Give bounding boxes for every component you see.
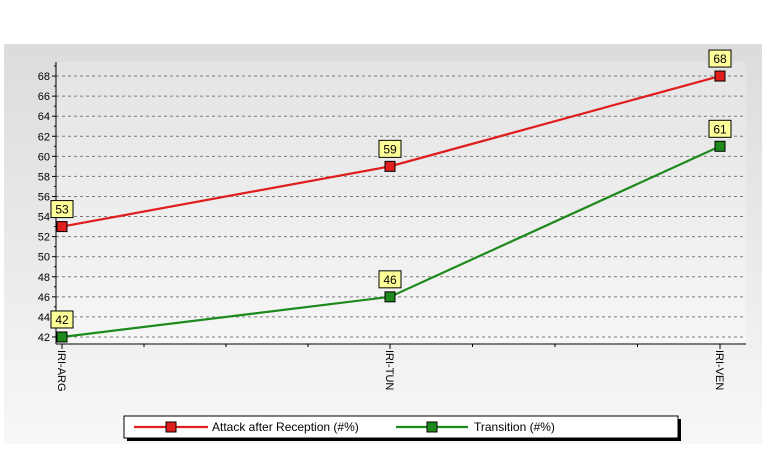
legend-swatch-marker <box>426 421 438 433</box>
y-tick-label: 46 <box>38 292 50 304</box>
data-label: 59 <box>383 142 397 156</box>
data-label-box <box>378 139 402 158</box>
series-lines <box>56 70 726 343</box>
y-tick-label: 64 <box>38 111 50 123</box>
x-category-label: IRI-ARG <box>55 350 67 392</box>
y-tick-label: 48 <box>38 272 50 284</box>
legend: Attack after Reception (#%) Transition (#… <box>123 415 681 441</box>
data-point <box>384 160 396 172</box>
data-label: 61 <box>713 122 727 136</box>
y-axis-ticks: 42 44 46 48 50 52 54 56 58 60 62 64 66 68 <box>38 65 56 344</box>
data-label-box <box>50 200 74 219</box>
y-tick-label: 60 <box>38 151 50 163</box>
data-label: 46 <box>383 273 397 287</box>
legend-swatch-marker <box>165 421 177 433</box>
legend-entry: Attack after Reception (#%) <box>212 420 359 434</box>
data-point <box>714 70 726 82</box>
legend-entry: Transition (#%) <box>474 420 555 434</box>
y-tick-label: 62 <box>38 131 50 143</box>
y-tick-label: 54 <box>38 212 50 224</box>
y-tick-label: 58 <box>38 171 50 183</box>
y-tick-label: 66 <box>38 91 50 103</box>
data-labels: 53 59 68 42 46 61 <box>50 49 732 329</box>
data-label-box <box>50 310 74 329</box>
data-label-box <box>708 119 732 138</box>
x-category-label: IRI-TUN <box>383 350 395 390</box>
x-category-label: IRI-VEN <box>713 350 725 390</box>
y-tick-label: 50 <box>38 252 50 264</box>
data-point <box>56 331 68 343</box>
y-tick-label: 52 <box>38 232 50 244</box>
y-tick-label: 42 <box>38 332 50 344</box>
data-label: 42 <box>55 313 69 327</box>
plot-area <box>56 62 746 344</box>
data-label-box <box>378 270 402 289</box>
data-point <box>56 221 68 233</box>
y-tick-label: 44 <box>38 312 50 324</box>
data-point <box>384 291 396 303</box>
data-point <box>714 140 726 152</box>
data-label: 53 <box>55 203 69 217</box>
data-label-box <box>708 49 732 68</box>
y-tick-label: 56 <box>38 191 50 203</box>
y-tick-label: 68 <box>38 71 50 83</box>
data-label: 68 <box>713 52 727 66</box>
x-axis-categories: IRI-ARG IRI-TUN IRI-VEN <box>55 344 725 392</box>
